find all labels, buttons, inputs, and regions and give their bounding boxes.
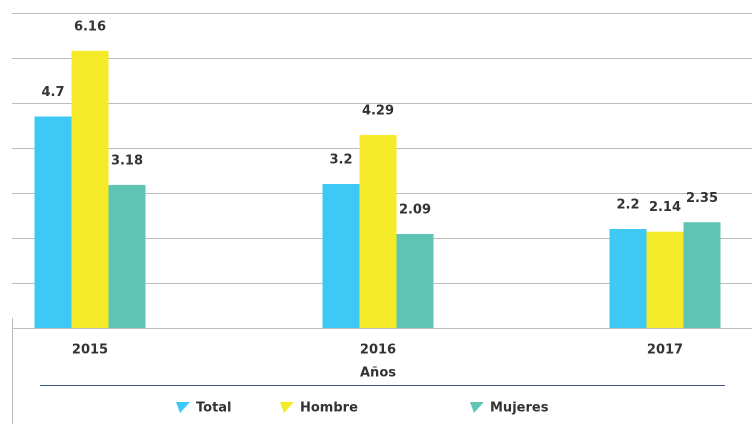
data-label: 4.29 xyxy=(362,103,394,118)
bar xyxy=(71,50,109,329)
legend-marker xyxy=(176,402,190,413)
bar xyxy=(396,233,434,328)
legend-marker xyxy=(470,402,484,413)
bar xyxy=(34,116,72,328)
x-tick-label: 2016 xyxy=(360,343,396,358)
data-label: 4.7 xyxy=(41,85,64,100)
data-label: 2.2 xyxy=(616,198,639,213)
x-tick-label: 2017 xyxy=(647,343,683,358)
bar xyxy=(609,229,647,328)
bar xyxy=(683,222,721,328)
data-label: 2.09 xyxy=(399,202,431,217)
legend-label: Total xyxy=(196,401,232,416)
legend-label: Mujeres xyxy=(490,401,549,416)
x-axis-title: Años xyxy=(360,366,396,381)
data-label: 2.35 xyxy=(686,191,718,206)
bar xyxy=(322,184,360,328)
legend-label: Hombre xyxy=(300,401,358,416)
data-label: 6.16 xyxy=(74,19,106,34)
bar xyxy=(359,134,397,328)
bar xyxy=(646,231,684,328)
data-label: 3.2 xyxy=(329,153,352,168)
x-tick-label: 2015 xyxy=(72,343,108,358)
data-label: 3.18 xyxy=(111,153,143,168)
legend-marker xyxy=(280,402,294,413)
data-label: 2.14 xyxy=(649,200,681,215)
bar xyxy=(108,184,146,328)
